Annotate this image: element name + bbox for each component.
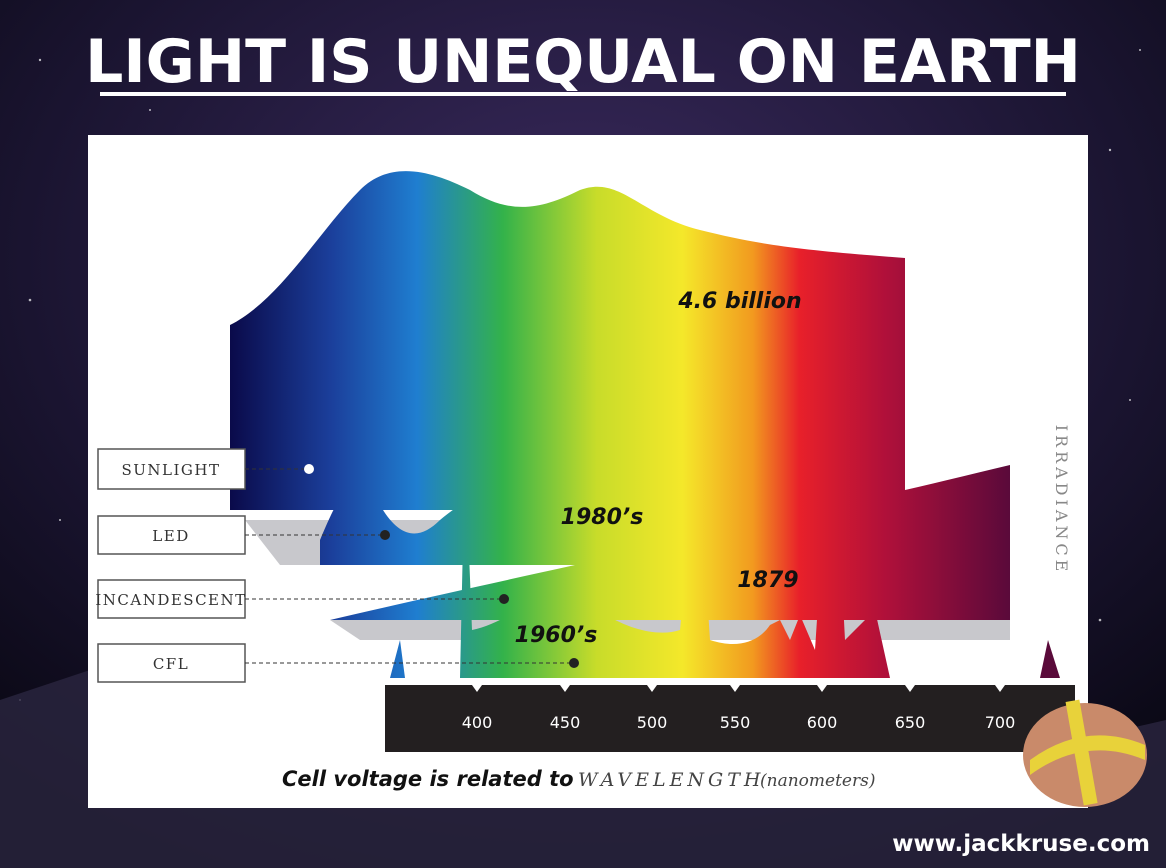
- leader-dot: [569, 658, 579, 668]
- annotation: 1980’s: [561, 505, 644, 530]
- source-box: [97, 643, 246, 683]
- leader-dot: [499, 594, 509, 604]
- tick-label: 550: [720, 713, 751, 732]
- annotation: 1960’s: [515, 623, 598, 648]
- led-spectrum: [320, 424, 850, 565]
- website: www.jackkruse.com: [892, 831, 1150, 857]
- tick-marker: [472, 685, 482, 692]
- source-box: [97, 515, 246, 555]
- tick-label: 650: [895, 713, 926, 732]
- source-box: [97, 579, 246, 619]
- source-label: CFL: [153, 655, 189, 673]
- tick-marker: [647, 685, 657, 692]
- tick-label: 700: [985, 713, 1016, 732]
- cfl-spectrum: [390, 390, 1060, 678]
- mountains: [0, 660, 1166, 868]
- tick-marker: [995, 685, 1005, 692]
- tick-label: 600: [807, 713, 838, 732]
- brain-logo: [1023, 699, 1147, 807]
- axis-bar: [385, 685, 1075, 752]
- sunlight-spectrum: [230, 171, 905, 510]
- source-label: SUNLIGHT: [122, 461, 221, 479]
- tick-marker: [730, 685, 740, 692]
- title: LIGHT IS UNEQUAL ON EARTH: [85, 27, 1081, 97]
- annotation: 1879: [737, 568, 798, 593]
- source-label: LED: [152, 527, 189, 545]
- axis-label: IRRADIANCE: [1052, 425, 1071, 576]
- tick-marker: [817, 685, 827, 692]
- leader-dot: [304, 464, 314, 474]
- tick-marker: [560, 685, 570, 692]
- tick-label: 400: [462, 713, 493, 732]
- caption-lead: Cell voltage is related to: [282, 767, 574, 791]
- caption-unit: (nanometers): [760, 771, 875, 791]
- tick-marker: [905, 685, 915, 692]
- leader-dot: [380, 530, 390, 540]
- annotation: 4.6 billion: [677, 289, 801, 314]
- source-label: INCANDESCENT: [95, 591, 246, 609]
- tick-label: 500: [637, 713, 668, 732]
- title-underline: [100, 92, 1066, 96]
- leaders: [245, 468, 573, 664]
- stars: [19, 49, 1141, 701]
- source-box: [97, 448, 246, 490]
- tick-label: 450: [550, 713, 581, 732]
- caption-axis: WAVELENGTH: [578, 769, 764, 791]
